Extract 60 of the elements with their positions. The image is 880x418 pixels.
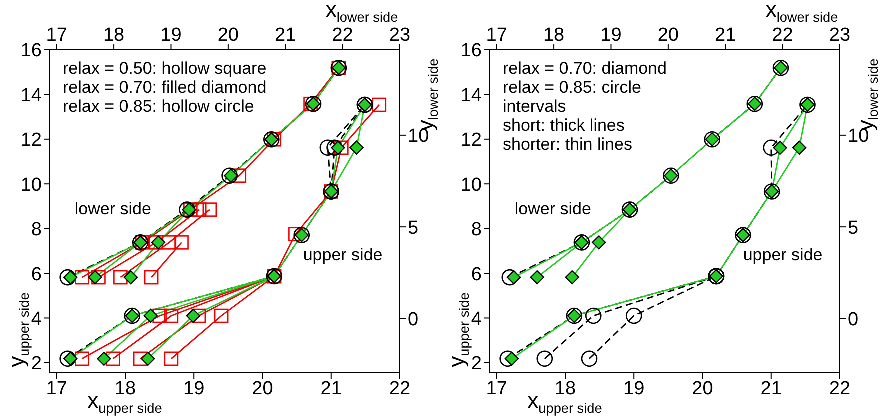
x-tick-label: 18 <box>114 378 136 400</box>
annotation: shorter: thin lines <box>503 135 632 154</box>
y-tick-label: 4 <box>31 308 42 330</box>
annotation: relax = 0.85: hollow circle <box>63 97 254 116</box>
y-tick-label: 10 <box>20 174 42 196</box>
y2-tick-label: 0 <box>408 309 419 330</box>
x2-tick-label: 22 <box>332 25 354 46</box>
x2-tick-label: 21 <box>715 25 736 46</box>
y-tick-label: 14 <box>20 85 42 106</box>
x2-tick-label: 17 <box>486 25 508 46</box>
x2-axis-title: x$_{lower side}$ <box>326 0 398 25</box>
y2-tick-label: 5 <box>408 218 419 239</box>
annotation: intervals <box>503 97 566 116</box>
y2-tick-label: 5 <box>848 218 859 239</box>
x2-tick-label: 18 <box>543 25 565 46</box>
annotation: relax = 0.70: filled diamond <box>63 78 267 97</box>
x2-tick-label: 23 <box>389 25 411 46</box>
y-tick-label: 16 <box>460 40 482 62</box>
annotation: short: thick lines <box>503 116 625 135</box>
annotation: relax = 0.50: hollow square <box>63 59 267 78</box>
x2-tick-label: 19 <box>600 25 622 46</box>
y-tick-label: 2 <box>471 354 482 375</box>
y-tick-label: 4 <box>471 308 482 330</box>
x-tick-label: 19 <box>184 378 205 400</box>
y-tick-label: 10 <box>460 174 482 196</box>
x-tick-label: 20 <box>692 378 714 400</box>
y-tick-label: 6 <box>471 264 482 286</box>
x-tick-label: 21 <box>320 378 342 400</box>
annotation: relax = 0.85: circle <box>503 78 642 97</box>
y-tick-label: 12 <box>460 130 482 152</box>
x2-axis-title: x$_{lower side}$ <box>766 0 838 25</box>
annotation: lower side <box>514 199 592 218</box>
x2-tick-label: 19 <box>160 25 182 46</box>
annotation: upper side <box>743 246 823 265</box>
annotation: upper side <box>303 246 383 265</box>
annotation: lower side <box>74 199 152 218</box>
x2-tick-label: 18 <box>103 25 125 46</box>
x-tick-label: 17 <box>46 378 68 400</box>
y-tick-label: 16 <box>20 40 42 62</box>
y2-tick-label: 0 <box>848 309 859 330</box>
y-tick-label: 8 <box>31 220 42 241</box>
y-tick-label: 12 <box>20 130 42 152</box>
x2-tick-label: 20 <box>658 25 679 46</box>
y-tick-label: 2 <box>31 354 42 375</box>
x-tick-label: 17 <box>486 378 508 400</box>
x-tick-label: 22 <box>829 378 851 400</box>
x-tick-label: 18 <box>554 378 576 400</box>
x-tick-label: 20 <box>252 378 274 400</box>
x-tick-label: 21 <box>760 378 782 400</box>
x2-tick-label: 20 <box>218 25 239 46</box>
x-tick-label: 19 <box>624 378 645 400</box>
y-tick-label: 6 <box>31 264 42 286</box>
x2-tick-label: 17 <box>46 25 68 46</box>
x2-tick-label: 22 <box>772 25 794 46</box>
x2-tick-label: 21 <box>275 25 296 46</box>
y-tick-label: 8 <box>471 220 482 241</box>
x-tick-label: 22 <box>389 378 411 400</box>
annotation: relax = 0.70: diamond <box>503 59 667 78</box>
x2-tick-label: 23 <box>829 25 851 46</box>
y-tick-label: 14 <box>460 85 482 106</box>
